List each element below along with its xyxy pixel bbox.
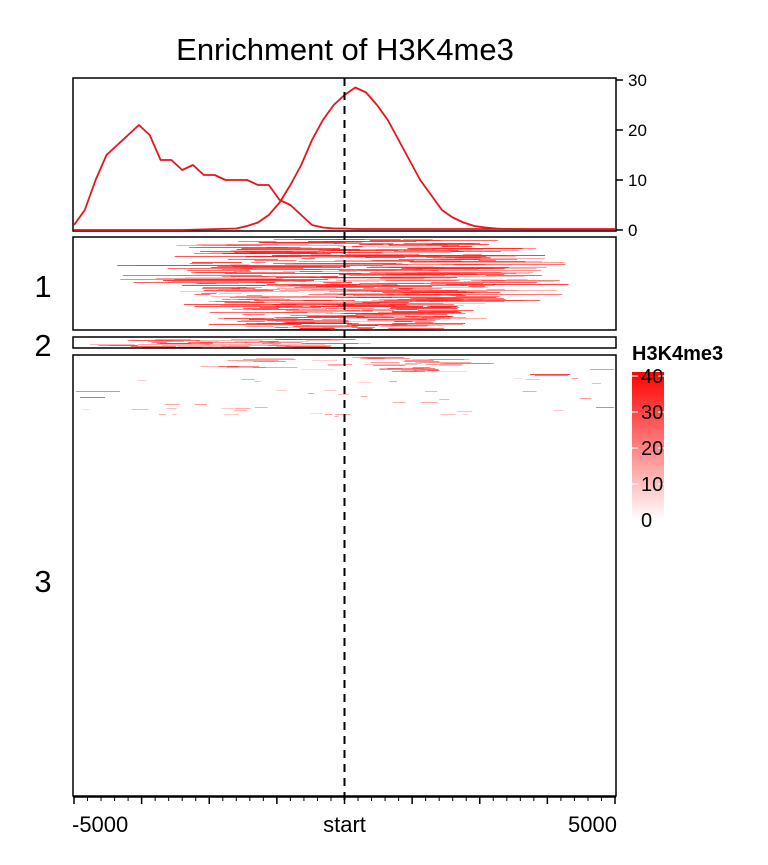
- heatmap-cluster-2: [90, 339, 371, 348]
- heatmap-cluster-1: [117, 239, 569, 330]
- legend-title: H3K4me3: [632, 343, 723, 365]
- profile-y-tick-label: 0: [628, 221, 637, 240]
- legend-tick-label: 40: [641, 366, 663, 388]
- profile-lines: [73, 86, 615, 231]
- legend-color-bar: [632, 372, 664, 520]
- profile-series-2: [74, 86, 615, 231]
- legend-ticks: 0 10 20 30 40: [632, 366, 664, 532]
- legend-tick-label: 20: [641, 438, 663, 460]
- x-tick-label: 5000: [568, 812, 617, 837]
- profile-y-tick-label: 30: [628, 71, 647, 90]
- profile-y-tick-label: 20: [628, 121, 647, 140]
- legend-tick-label: 0: [641, 510, 652, 532]
- profile-y-axis: 0 10 20 30: [616, 71, 647, 240]
- cluster-label-3: 3: [34, 564, 51, 599]
- x-tick-label: -5000: [72, 812, 128, 837]
- x-tick-label: start: [323, 812, 366, 837]
- x-axis: -5000 start 5000: [72, 796, 617, 837]
- profile-series-1: [73, 124, 615, 230]
- legend-tick-label: 10: [641, 474, 663, 496]
- heatmap-cluster-3: [76, 357, 614, 417]
- cluster-label-1: 1: [34, 269, 51, 304]
- cluster-label-2: 2: [34, 328, 51, 363]
- legend-tick-label: 30: [641, 402, 663, 424]
- profile-y-tick-label: 10: [628, 171, 647, 190]
- chart-title: Enrichment of H3K4me3: [176, 32, 514, 67]
